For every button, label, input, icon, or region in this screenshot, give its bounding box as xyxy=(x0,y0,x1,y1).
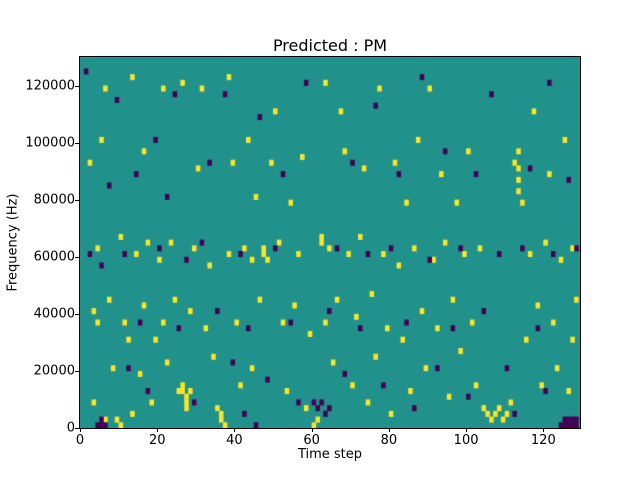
y-tick-label: 60000 xyxy=(33,249,75,265)
y-tick-label: 0 xyxy=(66,420,75,436)
x-tick-mark xyxy=(543,428,545,432)
y-tick-mark xyxy=(75,199,79,201)
heatmap-canvas xyxy=(80,57,580,428)
y-tick-label: 100000 xyxy=(25,135,75,151)
x-tick-mark xyxy=(157,428,159,432)
x-tick-label: 0 xyxy=(75,433,85,448)
y-tick-mark xyxy=(75,370,79,372)
y-tick-mark xyxy=(75,85,79,87)
y-tick-label: 120000 xyxy=(25,78,75,94)
x-tick-label: 40 xyxy=(226,433,243,448)
x-axis-label: Time step xyxy=(297,447,363,462)
plot-area xyxy=(79,56,581,429)
x-tick-mark xyxy=(388,428,390,432)
y-tick-label: 40000 xyxy=(33,306,75,322)
y-tick-mark xyxy=(75,256,79,258)
x-tick-mark xyxy=(466,428,468,432)
y-tick-mark xyxy=(75,142,79,144)
y-tick-mark xyxy=(75,313,79,315)
y-tick-label: 80000 xyxy=(33,192,75,208)
x-tick-label: 20 xyxy=(148,433,166,448)
x-tick-mark xyxy=(80,428,81,432)
x-tick-label: 120 xyxy=(530,433,556,448)
x-tick-label: 80 xyxy=(380,433,398,448)
x-tick-mark xyxy=(311,428,313,432)
y-tick-label: 20000 xyxy=(33,363,75,379)
x-tick-label: 100 xyxy=(453,433,479,448)
y-tick-mark xyxy=(75,428,79,429)
chart-title: Predicted : PM xyxy=(272,36,388,55)
x-tick-mark xyxy=(234,428,236,432)
x-tick-label: 60 xyxy=(303,433,320,448)
